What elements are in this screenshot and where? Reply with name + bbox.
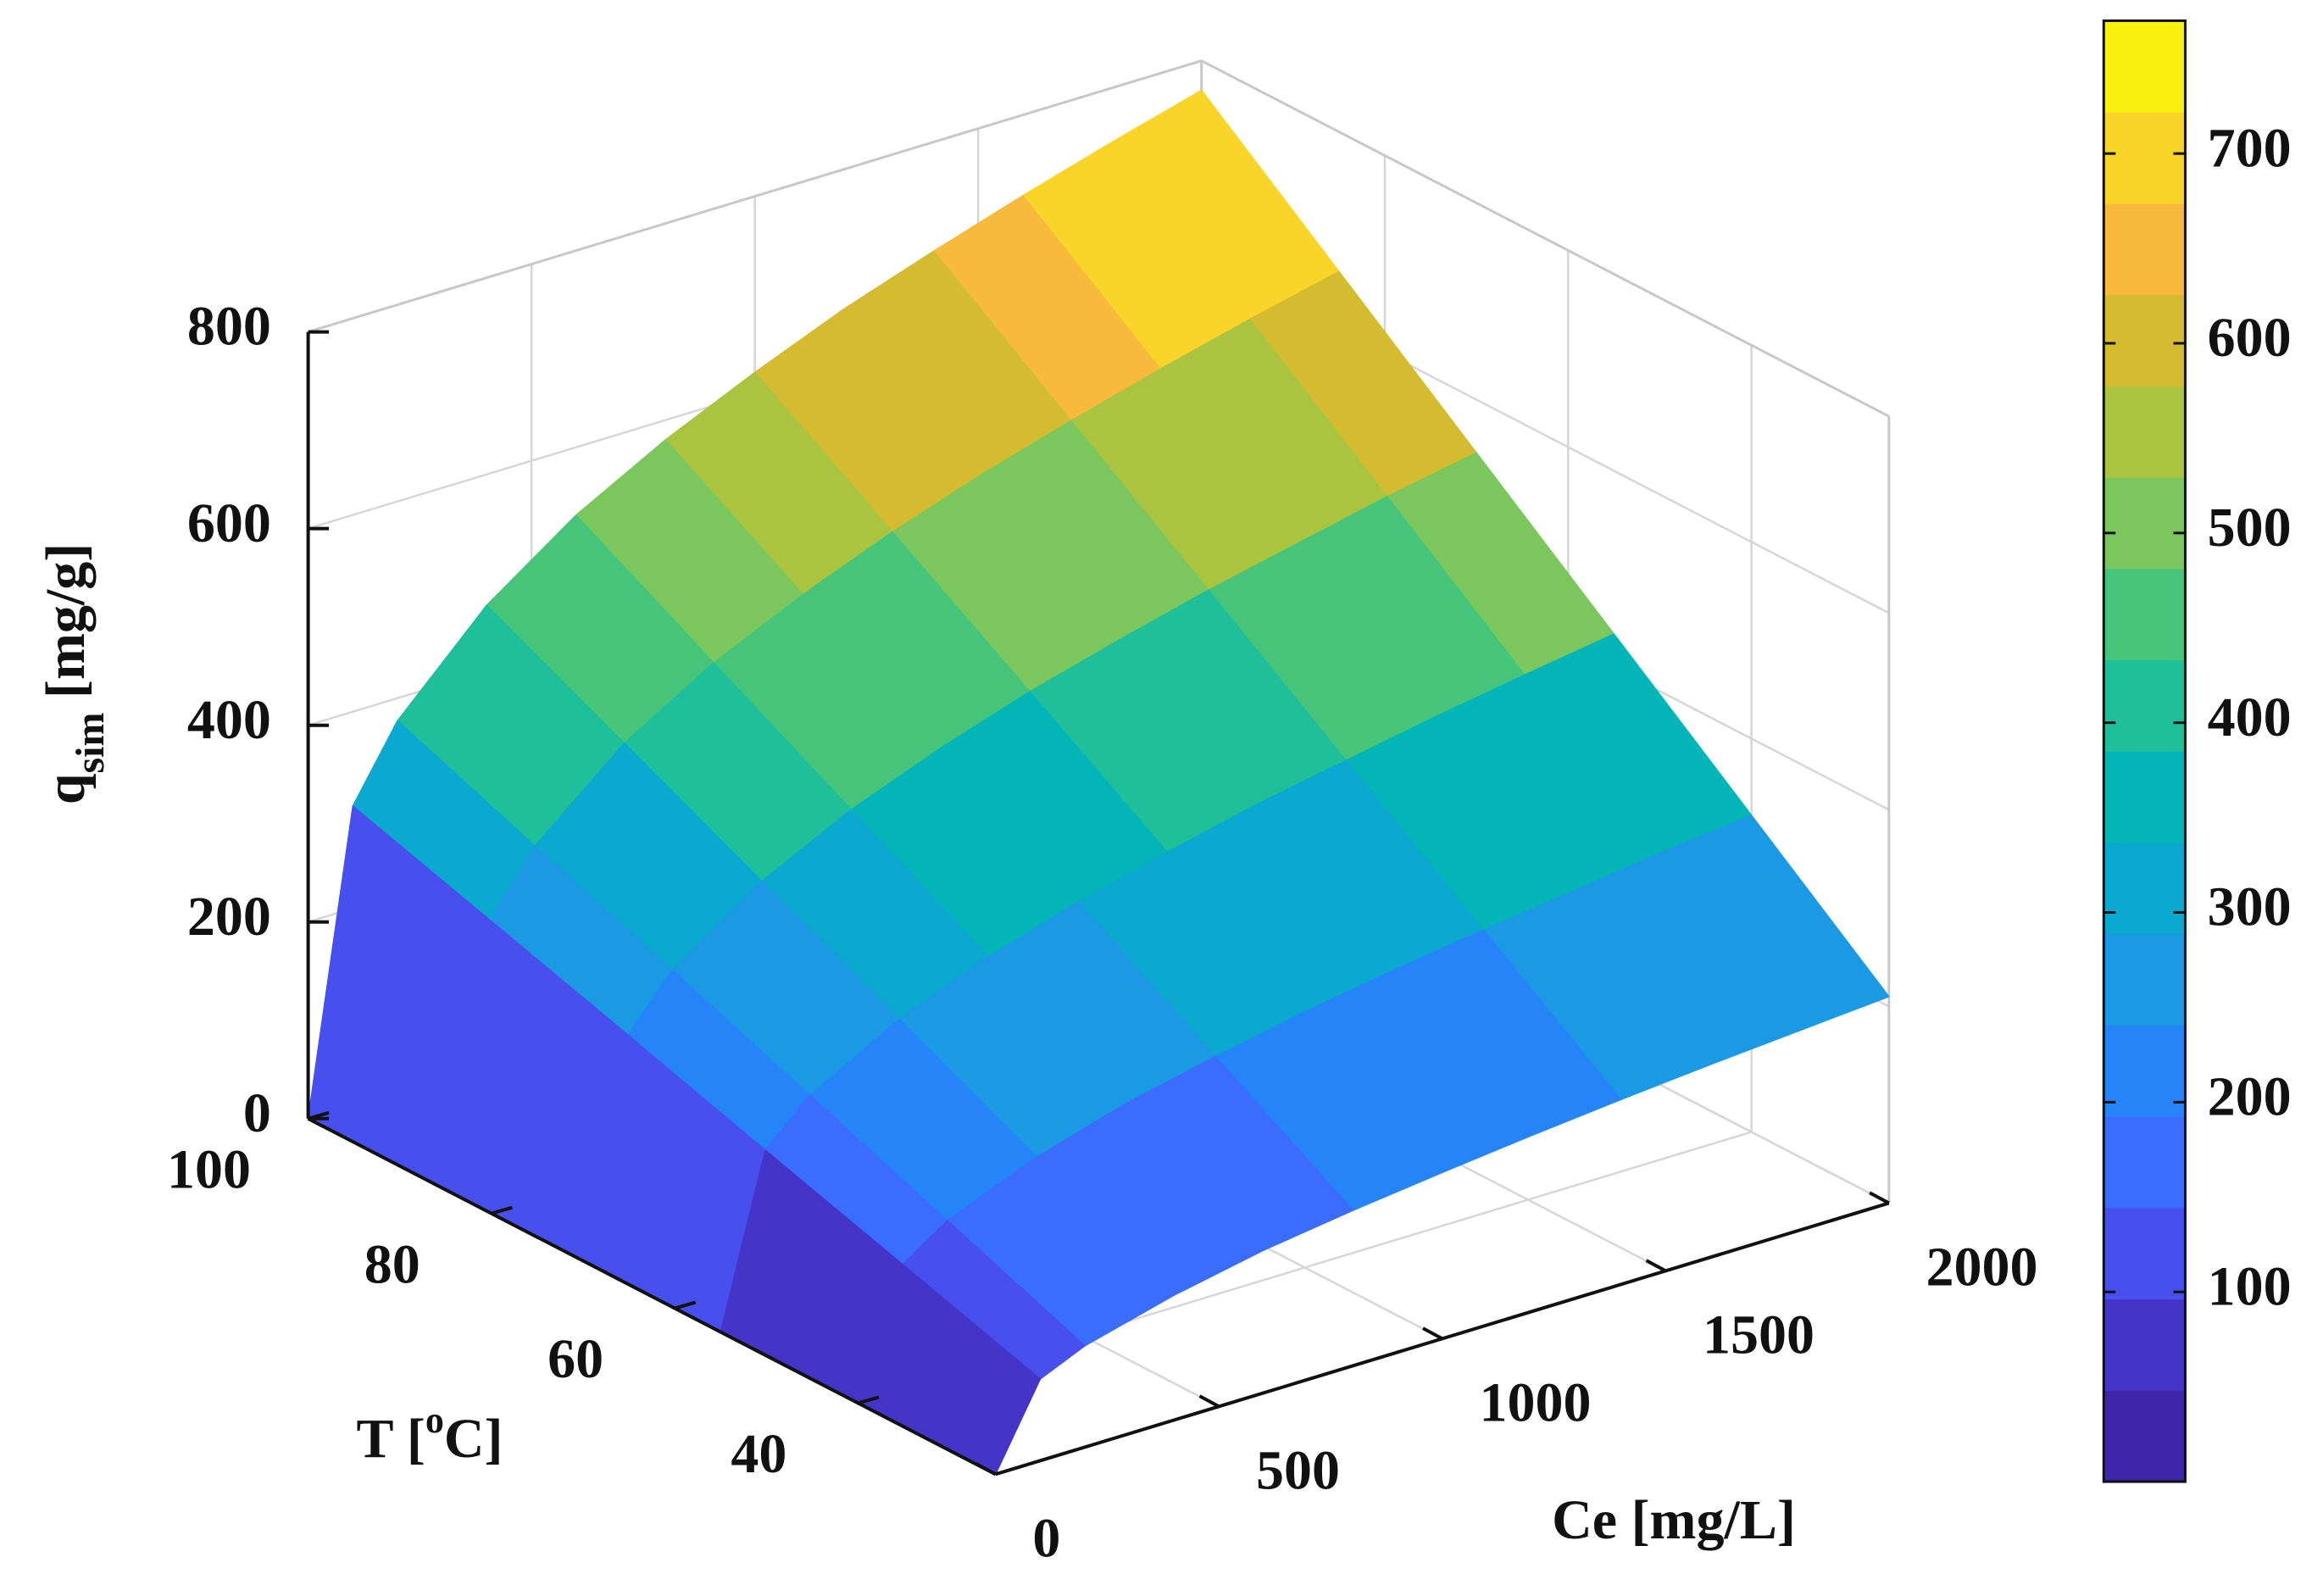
z-label-main: q: [35, 773, 97, 804]
x-tick: [975, 1462, 997, 1476]
z-axis-label: qsim [mg/g]: [35, 543, 112, 805]
colorbar-tick-label: 500: [2208, 497, 2292, 559]
y-label-end: C]: [444, 1408, 503, 1470]
colorbar-band: [2103, 294, 2186, 386]
colorbar-band: [2103, 659, 2186, 752]
z-tick-label: 0: [243, 1082, 271, 1144]
y-tick-label: 60: [547, 1328, 603, 1390]
colorbar-band: [2103, 1390, 2186, 1482]
colorbar-band: [2103, 1025, 2186, 1117]
z-tick-label: 800: [187, 296, 271, 358]
y-axis-label: T [oC]: [357, 1399, 503, 1471]
x-tick: [1645, 1259, 1667, 1273]
colorbar-tick-label: 100: [2208, 1255, 2292, 1317]
colorbar-band: [2103, 203, 2186, 296]
x-tick-label: 500: [1256, 1440, 1340, 1502]
colorbar-band: [2103, 386, 2186, 478]
colorbar-band: [2103, 1116, 2186, 1209]
z-tick-label: 400: [187, 689, 271, 751]
y-tick-label: 80: [364, 1233, 420, 1295]
colorbar-tick-label: 200: [2208, 1066, 2292, 1128]
colorbar-frame: [2102, 19, 2187, 1483]
z-label-sub: sim: [68, 713, 113, 774]
x-tick-label: 0: [1032, 1508, 1060, 1570]
colorbar-tick-label: 600: [2208, 307, 2292, 369]
z-tick-label: 200: [187, 886, 271, 948]
y-tick: [674, 1300, 697, 1310]
x-tick: [1869, 1191, 1890, 1205]
colorbar-tick-label: 400: [2208, 687, 2292, 748]
colorbar-band: [2103, 477, 2186, 570]
x-tick-label: 1000: [1479, 1372, 1591, 1434]
y-tick-label: 40: [731, 1423, 786, 1485]
y-tick-label: 100: [167, 1138, 251, 1200]
colorbar-tick-label: 700: [2208, 117, 2292, 179]
colorbar-band: [2103, 1207, 2186, 1300]
colorbar-band: [2103, 842, 2186, 935]
y-label-sup: o: [425, 1399, 444, 1441]
colorbar-band: [2103, 1298, 2186, 1391]
z-tick-label: 600: [187, 492, 271, 554]
colorbar-band: [2103, 112, 2186, 204]
box-edge: [308, 59, 1203, 334]
y-label-main: T [: [357, 1408, 425, 1470]
colorbar-band: [2103, 568, 2186, 661]
x-tick-label: 1500: [1703, 1304, 1814, 1366]
x-tick: [1422, 1326, 1443, 1341]
colorbar-band: [2103, 20, 2186, 113]
colorbar-tick-label: 300: [2208, 876, 2292, 938]
colorbar-band: [2103, 933, 2186, 1026]
y-tick: [491, 1205, 513, 1215]
colorbar-band: [2103, 751, 2186, 843]
box-edge: [1201, 59, 1890, 418]
x-tick-label: 2000: [1926, 1237, 2038, 1298]
x-axis-label: Ce [mg/L]: [1552, 1489, 1796, 1551]
y-tick: [857, 1395, 880, 1405]
z-label-end: [mg/g]: [35, 543, 97, 713]
y-axis-line: [307, 1117, 997, 1476]
x-tick: [1198, 1394, 1220, 1409]
y-tick: [308, 1110, 330, 1121]
